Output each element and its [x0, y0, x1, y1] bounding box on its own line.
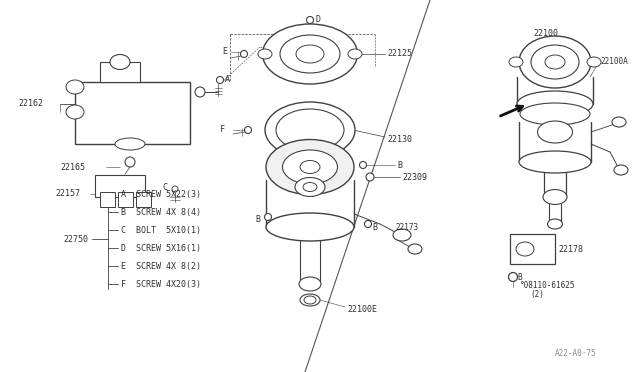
Text: B: B — [397, 160, 402, 170]
Ellipse shape — [545, 55, 565, 69]
Ellipse shape — [66, 105, 84, 119]
Text: B: B — [255, 215, 260, 224]
Text: C: C — [162, 183, 167, 192]
Text: A22-A0·75: A22-A0·75 — [555, 350, 596, 359]
Ellipse shape — [300, 160, 320, 173]
Circle shape — [216, 77, 223, 83]
Text: 22100E: 22100E — [347, 305, 377, 314]
Bar — [510, 234, 555, 264]
Ellipse shape — [408, 244, 422, 254]
Ellipse shape — [509, 57, 523, 67]
Bar — [100, 192, 115, 207]
Text: 22100A: 22100A — [600, 58, 628, 67]
Text: F  SCREW 4X20(3): F SCREW 4X20(3) — [121, 279, 201, 289]
Ellipse shape — [304, 296, 316, 304]
Circle shape — [365, 221, 371, 228]
Text: 22750: 22750 — [63, 234, 88, 244]
Text: 22157: 22157 — [55, 189, 80, 199]
Bar — [100, 62, 140, 82]
Ellipse shape — [531, 45, 579, 79]
Ellipse shape — [276, 109, 344, 151]
Text: (2): (2) — [530, 289, 544, 298]
Text: 22130: 22130 — [387, 135, 412, 144]
Ellipse shape — [614, 165, 628, 175]
Ellipse shape — [516, 242, 534, 256]
Ellipse shape — [295, 177, 325, 196]
Ellipse shape — [348, 49, 362, 59]
Ellipse shape — [280, 35, 340, 73]
Bar — [95, 175, 145, 197]
Ellipse shape — [266, 140, 354, 195]
Circle shape — [264, 214, 271, 221]
Text: E: E — [222, 48, 227, 57]
Ellipse shape — [262, 24, 358, 84]
Ellipse shape — [517, 91, 593, 117]
Text: B: B — [517, 273, 522, 282]
Circle shape — [125, 157, 135, 167]
Text: A  SCREW 5X22(3): A SCREW 5X22(3) — [121, 189, 201, 199]
Text: 22178: 22178 — [558, 244, 583, 253]
Circle shape — [366, 173, 374, 181]
Ellipse shape — [519, 151, 591, 173]
Text: 22165: 22165 — [60, 163, 85, 171]
Bar — [118, 192, 133, 207]
Text: F: F — [220, 125, 225, 135]
Circle shape — [195, 87, 205, 97]
Ellipse shape — [520, 103, 590, 125]
Text: E  SCREW 4X 8(2): E SCREW 4X 8(2) — [121, 262, 201, 270]
Circle shape — [244, 126, 252, 134]
Ellipse shape — [66, 80, 84, 94]
Ellipse shape — [115, 138, 145, 150]
Circle shape — [509, 273, 518, 282]
Ellipse shape — [393, 229, 411, 241]
Ellipse shape — [282, 150, 337, 184]
Ellipse shape — [547, 219, 563, 229]
Ellipse shape — [612, 117, 626, 127]
Ellipse shape — [265, 102, 355, 158]
Ellipse shape — [299, 277, 321, 291]
Text: B: B — [372, 222, 377, 231]
Text: 22162: 22162 — [18, 99, 43, 109]
Circle shape — [172, 186, 178, 192]
Ellipse shape — [266, 213, 354, 241]
Text: D: D — [316, 16, 321, 25]
Circle shape — [360, 161, 367, 169]
Ellipse shape — [303, 183, 317, 192]
Text: °08110-61625: °08110-61625 — [520, 280, 575, 289]
Text: 22309: 22309 — [402, 173, 427, 182]
Circle shape — [307, 16, 314, 23]
Text: 22173: 22173 — [395, 222, 418, 231]
Ellipse shape — [538, 121, 573, 143]
Text: A: A — [225, 76, 230, 84]
Circle shape — [241, 51, 248, 58]
Ellipse shape — [300, 294, 320, 306]
Ellipse shape — [587, 57, 601, 67]
Text: D  SCREW 5X16(1): D SCREW 5X16(1) — [121, 244, 201, 253]
Bar — [75, 82, 190, 144]
Ellipse shape — [543, 189, 567, 205]
Text: C  BOLT  5X10(1): C BOLT 5X10(1) — [121, 225, 201, 234]
Text: 22100: 22100 — [533, 29, 558, 38]
Ellipse shape — [296, 45, 324, 63]
Text: 22125: 22125 — [387, 49, 412, 58]
Ellipse shape — [258, 49, 272, 59]
Ellipse shape — [519, 36, 591, 88]
Text: B  SCREW 4X 8(4): B SCREW 4X 8(4) — [121, 208, 201, 217]
Ellipse shape — [110, 55, 130, 70]
Bar — [136, 192, 151, 207]
